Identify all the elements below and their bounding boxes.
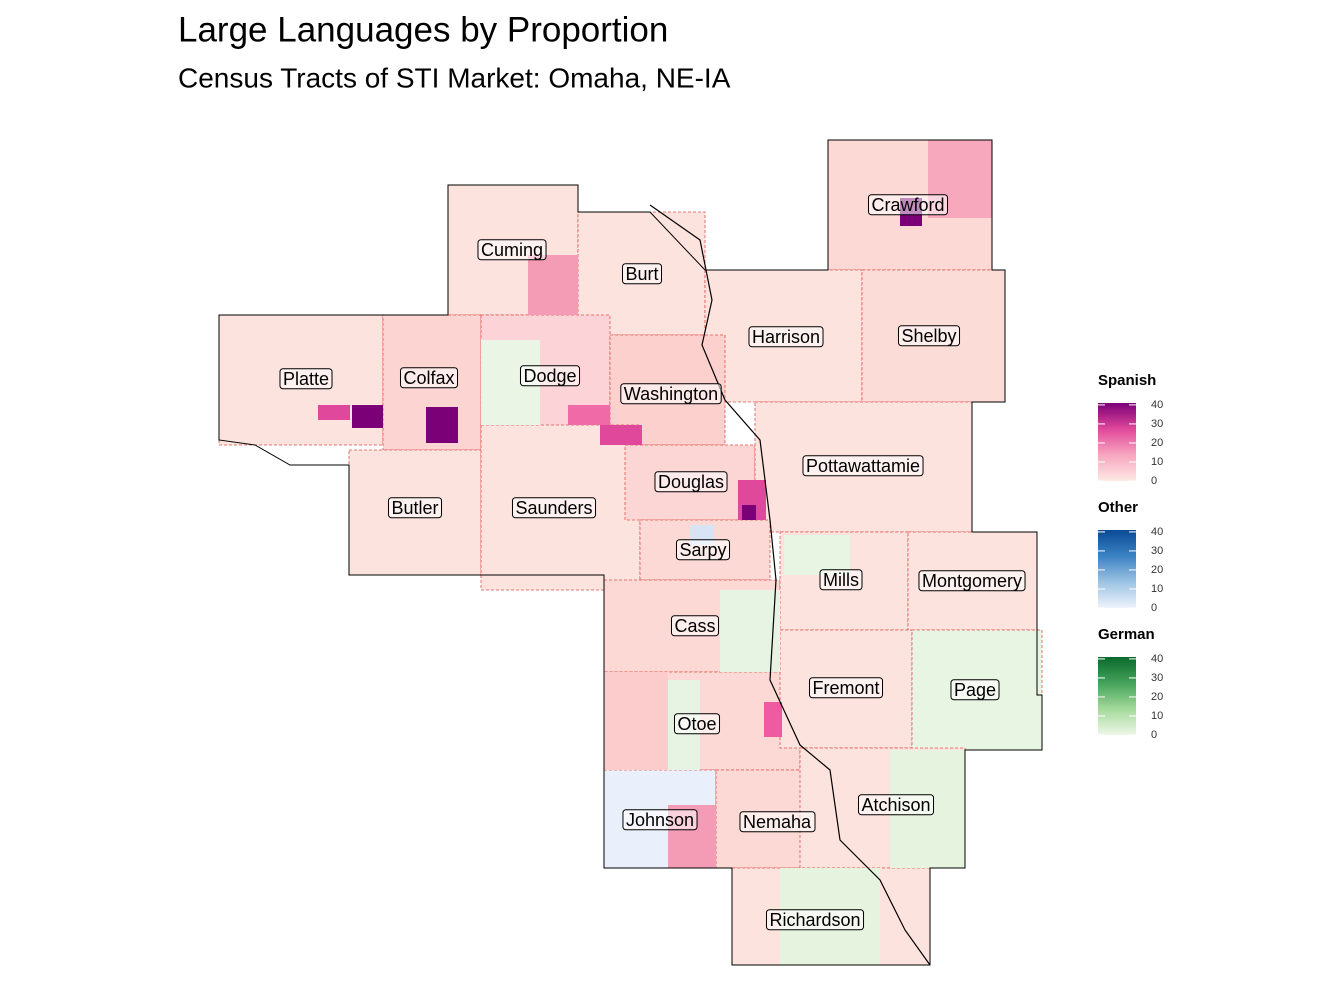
county-label: Mills: [823, 570, 859, 590]
county-labels: Cuming Burt Crawford Harrison Shelby Platte Co…: [279, 194, 1026, 931]
tract-area: [568, 405, 610, 425]
legend-tick-label: 40: [1151, 526, 1163, 538]
county-label: Saunders: [515, 498, 592, 518]
county-label: Washington: [624, 384, 718, 404]
legend-tick-label: 0: [1151, 475, 1157, 487]
county-label: Colfax: [403, 368, 454, 388]
county-label: Douglas: [658, 472, 724, 492]
county-label: Cuming: [481, 240, 543, 260]
county-label: Fremont: [812, 678, 879, 698]
color-bar: [1098, 530, 1136, 608]
county-label: Dodge: [523, 366, 576, 386]
county-label: Pottawattamie: [806, 456, 920, 476]
county-label: Cass: [674, 616, 715, 636]
county-label: Johnson: [626, 810, 694, 830]
tract-area: [720, 590, 780, 672]
county-label: Shelby: [901, 326, 956, 346]
county-label: Atchison: [861, 795, 930, 815]
legend-tick-label: 30: [1151, 672, 1163, 684]
county-label: Platte: [283, 369, 329, 389]
legend-title: Spanish: [1098, 372, 1156, 389]
title: Large Languages by Proportion: [178, 10, 668, 49]
county-label: Montgomery: [922, 571, 1022, 591]
legend-tick-label: 0: [1151, 729, 1157, 741]
legend-tick-label: 10: [1151, 456, 1163, 468]
tract-area: [528, 255, 578, 315]
county-label: Crawford: [871, 195, 944, 215]
legend-tick-label: 10: [1151, 710, 1163, 722]
subtitle: Census Tracts of STI Market: Omaha, NE-I…: [178, 62, 731, 93]
tract-area: [318, 405, 350, 420]
county-label: Nemaha: [743, 812, 812, 832]
county-label: Butler: [391, 498, 438, 518]
county-label: Page: [954, 680, 996, 700]
river: [649, 204, 931, 966]
tract-area: [742, 505, 756, 520]
county-label: Sarpy: [679, 540, 726, 560]
legend-tick-label: 30: [1151, 418, 1163, 430]
county-label: Richardson: [769, 910, 860, 930]
tract-area: [600, 425, 642, 445]
legend-tick-label: 10: [1151, 583, 1163, 595]
tract-area: [764, 702, 782, 737]
county-label: Otoe: [677, 714, 716, 734]
market-outline: [218, 139, 1043, 966]
tract-area: [352, 405, 383, 428]
tract-area: [784, 535, 850, 575]
legend: Spanish 0 10 20 30 40 Other 0 10 20 30 40 German 0 10 2…: [1098, 372, 1163, 741]
tract-area: [604, 672, 668, 770]
legend-tick-label: 40: [1151, 653, 1163, 665]
legend-tick-label: 0: [1151, 602, 1157, 614]
tract-area: [426, 407, 458, 443]
legend-tick-label: 40: [1151, 399, 1163, 411]
legend-tick-label: 20: [1151, 691, 1163, 703]
legend-tick-label: 20: [1151, 437, 1163, 449]
legend-tick-label: 20: [1151, 564, 1163, 576]
color-bar: [1098, 657, 1136, 735]
legend-tick-label: 30: [1151, 545, 1163, 557]
legend-title: German: [1098, 626, 1155, 643]
legend-title: Other: [1098, 499, 1138, 516]
color-bar: [1098, 403, 1136, 481]
county-label: Burt: [625, 264, 658, 284]
county-label: Harrison: [752, 327, 820, 347]
